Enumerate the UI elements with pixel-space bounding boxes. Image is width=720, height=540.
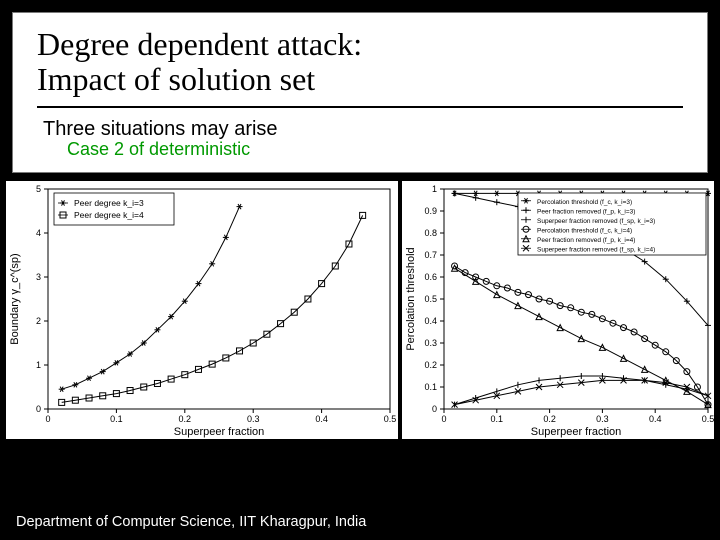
svg-text:Superpeer fraction removed (f_: Superpeer fraction removed (f_sp, k_i=3) xyxy=(537,218,655,225)
svg-text:0.3: 0.3 xyxy=(596,414,609,424)
svg-text:0.3: 0.3 xyxy=(247,414,260,424)
svg-text:1: 1 xyxy=(36,360,41,370)
svg-text:0: 0 xyxy=(432,404,437,414)
svg-text:0.3: 0.3 xyxy=(424,338,437,348)
svg-text:0.4: 0.4 xyxy=(424,316,437,326)
svg-text:0.5: 0.5 xyxy=(384,414,397,424)
partial-bullet-text: Case 2 of deterministic xyxy=(67,139,713,160)
svg-text:Peer fraction removed (f_p, k_: Peer fraction removed (f_p, k_i=4) xyxy=(537,237,635,244)
svg-text:1: 1 xyxy=(432,184,437,194)
svg-text:0.8: 0.8 xyxy=(424,228,437,238)
title-rule xyxy=(37,106,683,108)
svg-text:0.5: 0.5 xyxy=(702,414,714,424)
charts-row: 0 0.1 0.2 0.3 0.4 0.5 0 1 2 3 4 5 Superpeer fraction… xyxy=(6,181,714,506)
svg-text:Boundary γ_c^(sp): Boundary γ_c^(sp) xyxy=(9,253,21,344)
slide-title: Degree dependent attack: Impact of solut… xyxy=(37,27,683,96)
svg-text:Superpeer fraction: Superpeer fraction xyxy=(174,426,265,438)
svg-text:0.4: 0.4 xyxy=(649,414,662,424)
svg-text:Percolation threshold (f_c, k_: Percolation threshold (f_c, k_i=3) xyxy=(537,199,632,206)
svg-text:0.2: 0.2 xyxy=(424,360,437,370)
svg-text:0.5: 0.5 xyxy=(424,294,437,304)
svg-text:0.9: 0.9 xyxy=(424,206,437,216)
svg-text:0: 0 xyxy=(36,404,41,414)
svg-text:Percolation threshold: Percolation threshold xyxy=(405,247,417,350)
content-panel: Degree dependent attack: Impact of solut… xyxy=(12,12,708,173)
svg-text:3: 3 xyxy=(36,272,41,282)
right-chart: 0 0.1 0.2 0.3 0.4 0.5 0 0.1 0.2 0.3 0.4 0.5 0.6 0.7 0.… xyxy=(402,181,714,439)
svg-text:0.2: 0.2 xyxy=(543,414,556,424)
svg-text:0.2: 0.2 xyxy=(179,414,192,424)
subtitle: Three situations may arise xyxy=(37,118,683,141)
svg-text:0.1: 0.1 xyxy=(110,414,123,424)
svg-text:2: 2 xyxy=(36,316,41,326)
title-line-1: Degree dependent attack: xyxy=(37,26,362,62)
svg-text:Peer degree k_i=3: Peer degree k_i=3 xyxy=(74,198,144,208)
svg-text:4: 4 xyxy=(36,228,41,238)
svg-text:5: 5 xyxy=(36,184,41,194)
title-line-2: Impact of solution set xyxy=(37,61,315,97)
svg-text:0.4: 0.4 xyxy=(315,414,328,424)
svg-text:Superpeer fraction removed (f_: Superpeer fraction removed (f_sp, k_i=4) xyxy=(537,246,655,253)
svg-text:Peer fraction removed (f_p, k_: Peer fraction removed (f_p, k_i=3) xyxy=(537,208,635,215)
svg-text:0.6: 0.6 xyxy=(424,272,437,282)
svg-text:Superpeer fraction: Superpeer fraction xyxy=(531,426,622,438)
svg-text:Percolation threshold (f_c, k_: Percolation threshold (f_c, k_i=4) xyxy=(537,227,632,234)
svg-text:0.1: 0.1 xyxy=(424,382,437,392)
svg-text:0.1: 0.1 xyxy=(491,414,504,424)
slide-root: Degree dependent attack: Impact of solut… xyxy=(0,0,720,540)
svg-text:0: 0 xyxy=(45,414,50,424)
svg-text:0: 0 xyxy=(441,414,446,424)
svg-text:0.7: 0.7 xyxy=(424,250,437,260)
left-chart: 0 0.1 0.2 0.3 0.4 0.5 0 1 2 3 4 5 Superpeer fraction… xyxy=(6,181,398,439)
footer: Department of Computer Science, IIT Khar… xyxy=(0,506,720,540)
svg-text:Peer degree k_i=4: Peer degree k_i=4 xyxy=(74,210,144,220)
